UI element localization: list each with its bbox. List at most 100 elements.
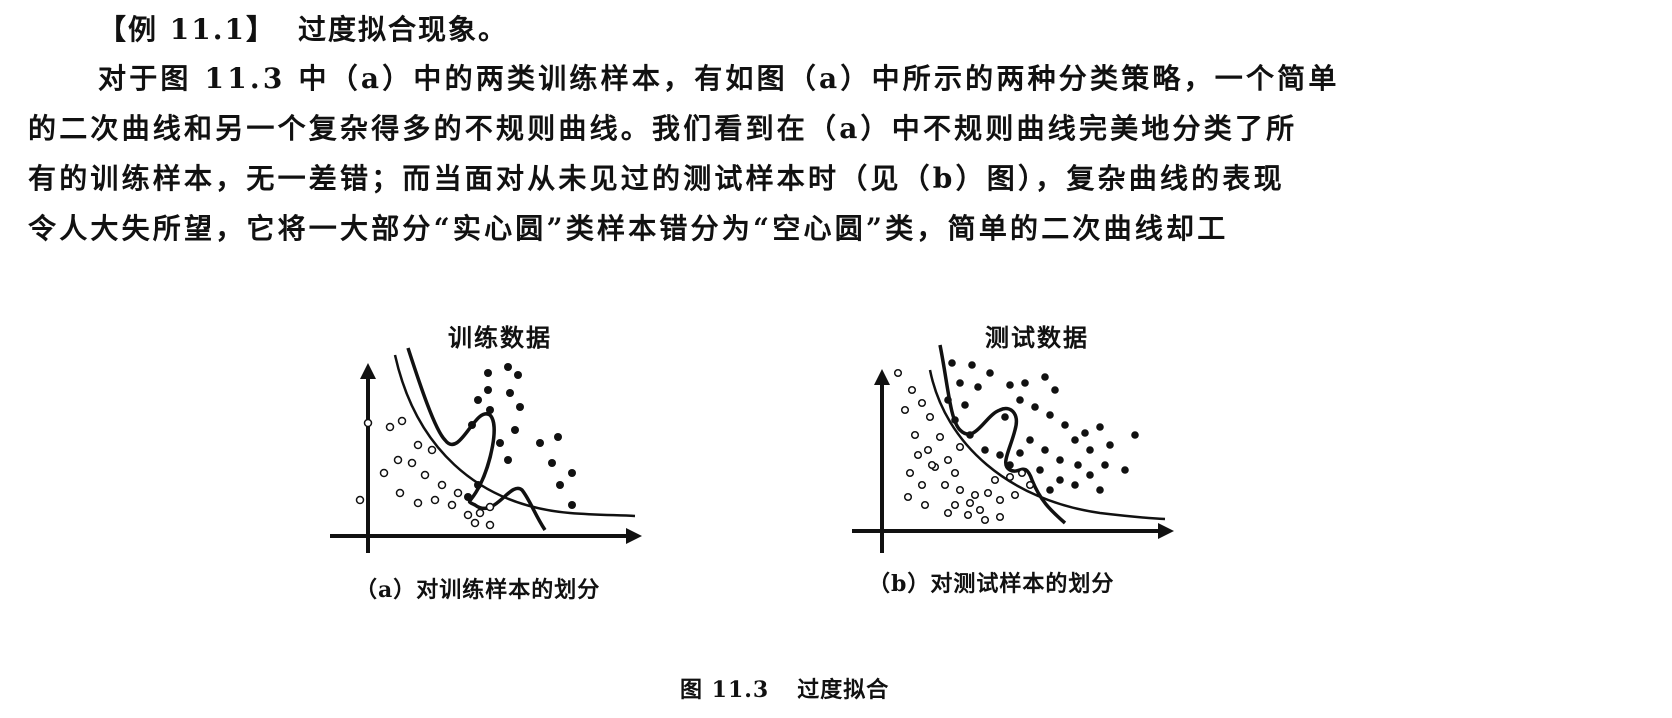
solid-circle xyxy=(548,459,556,467)
solid-circle xyxy=(536,439,544,447)
solid-circle xyxy=(568,469,576,477)
x-axis-arrow xyxy=(1158,523,1174,539)
hollow-circle xyxy=(955,442,965,452)
hollow-circle xyxy=(983,488,993,498)
solid-circle xyxy=(951,416,959,424)
solid-circle xyxy=(484,386,492,394)
solid-circle-samples xyxy=(944,359,1139,494)
hollow-circle xyxy=(950,500,960,510)
hollow-circle xyxy=(920,500,930,510)
solid-circle xyxy=(1096,486,1104,494)
hollow-circle xyxy=(407,458,417,468)
solid-circle xyxy=(1074,461,1082,469)
solid-circle xyxy=(981,446,989,454)
solid-circle xyxy=(956,379,964,387)
figure-title: 过度拟合 xyxy=(797,677,890,703)
solid-circle xyxy=(1056,476,1064,484)
hollow-circle xyxy=(395,488,405,498)
hollow-circle xyxy=(385,422,395,432)
solid-circle xyxy=(1046,486,1054,494)
solid-circle xyxy=(516,403,524,411)
simple-quadratic-curve xyxy=(393,354,636,518)
solid-circle xyxy=(554,433,562,441)
solid-circle xyxy=(1121,466,1129,474)
solid-circle xyxy=(1016,396,1024,404)
solid-circle xyxy=(1051,386,1059,394)
solid-circle xyxy=(1006,381,1014,389)
solid-circle xyxy=(484,369,492,377)
solid-circle xyxy=(1041,373,1049,381)
solid-circle xyxy=(1086,446,1094,454)
hollow-circle xyxy=(910,430,920,440)
example-label: 【例 11.1】 xyxy=(98,13,276,46)
solid-circle xyxy=(1026,436,1034,444)
solid-circle xyxy=(1036,466,1044,474)
solid-circle xyxy=(504,456,512,464)
hollow-circle xyxy=(485,502,495,512)
solid-circle xyxy=(1101,461,1109,469)
solid-circle xyxy=(568,501,576,509)
solid-circle xyxy=(1041,446,1049,454)
hollow-circle xyxy=(1005,472,1015,482)
solid-circle xyxy=(474,481,482,489)
solid-circle xyxy=(464,493,472,501)
y-axis-arrow xyxy=(360,363,376,379)
solid-circle xyxy=(1006,461,1014,469)
hollow-circle xyxy=(470,518,480,528)
body-paragraph: 对于图 11.3 中（a）中的两类训练样本，有如图（a）中所示的两种分类策略，一… xyxy=(28,54,1628,254)
solid-circle xyxy=(1061,421,1069,429)
solid-circle xyxy=(1001,413,1009,421)
hollow-circle xyxy=(995,512,1005,522)
solid-circle xyxy=(966,431,974,439)
hollow-circle xyxy=(975,505,985,515)
hollow-circle xyxy=(903,492,913,502)
complex-irregular-curve xyxy=(938,344,1067,525)
solid-circle xyxy=(1056,456,1064,464)
solid-circle xyxy=(968,361,976,369)
plot-b-title: 测试数据 xyxy=(985,323,1089,352)
hollow-circle xyxy=(940,480,950,490)
solid-circle xyxy=(1106,441,1114,449)
hollow-circle xyxy=(943,455,953,465)
hollow-circle xyxy=(950,468,960,478)
solid-circle xyxy=(511,426,519,434)
hollow-circle xyxy=(413,498,423,508)
hollow-circle xyxy=(379,468,389,478)
hollow-circle xyxy=(907,385,917,395)
hollow-circle xyxy=(893,368,903,378)
hollow-circle xyxy=(965,498,975,508)
hollow-circle xyxy=(363,418,373,428)
hollow-circle xyxy=(905,468,915,478)
solid-circle xyxy=(996,451,1004,459)
solid-circle xyxy=(1046,411,1054,419)
plot-a-caption: （a）对训练样本的划分 xyxy=(355,577,601,603)
solid-circle xyxy=(1096,423,1104,431)
hollow-circle xyxy=(397,416,407,426)
plot-b-caption: （b）对测试样本的划分 xyxy=(868,571,1115,597)
solid-circle xyxy=(961,401,969,409)
plot-a-title: 训练数据 xyxy=(448,323,552,352)
hollow-circle xyxy=(447,500,457,510)
example-heading: 【例 11.1】 过度拟合现象。 xyxy=(98,8,508,48)
hollow-circle xyxy=(913,450,923,460)
hollow-circle xyxy=(925,412,935,422)
paragraph-line: 有的训练样本，无一差错；而当面对从未见过的测试样本时（见（b）图），复杂曲线的表… xyxy=(28,162,1285,195)
hollow-circle xyxy=(393,455,403,465)
solid-circle xyxy=(1071,481,1079,489)
hollow-circle xyxy=(990,475,1000,485)
hollow-circle xyxy=(453,488,463,498)
solid-circle xyxy=(986,369,994,377)
hollow-circle xyxy=(995,495,1005,505)
solid-circle xyxy=(496,439,504,447)
solid-circle xyxy=(1071,436,1079,444)
solid-circle xyxy=(504,363,512,371)
plot-a-training xyxy=(330,347,642,553)
hollow-circle xyxy=(420,470,430,480)
hollow-circle xyxy=(1017,468,1027,478)
hollow-circle xyxy=(413,440,423,450)
solid-circle xyxy=(1031,403,1039,411)
hollow-circle xyxy=(917,480,927,490)
hollow-circle xyxy=(900,405,910,415)
paragraph-line: 对于图 11.3 中（a）中的两类训练样本，有如图（a）中所示的两种分类策略，一… xyxy=(98,62,1340,95)
x-axis-arrow xyxy=(626,528,642,544)
